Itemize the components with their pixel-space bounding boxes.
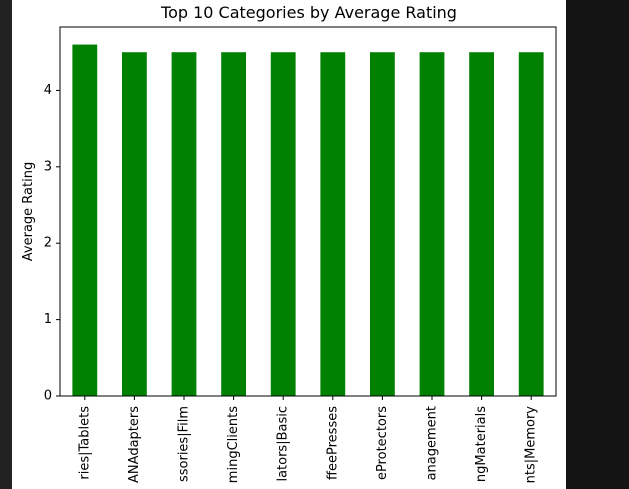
plot-frame [59, 26, 557, 397]
bar-8 [419, 52, 445, 397]
x-axis: ries|Tablets ANAdapters ssories|Film mingCl… [77, 396, 539, 484]
x-tick-label-2: ANAdapters [127, 406, 142, 483]
bar-1 [72, 44, 98, 396]
chart-title: Top 10 Categories by Average Rating [160, 3, 457, 22]
bar-chart: Top 10 Categories by Average Rating 0 1 2 3… [21, 3, 557, 484]
x-tick-label-8: anagement [425, 406, 440, 480]
x-tick-label-9: ngMaterials [474, 406, 489, 482]
bar-5 [270, 52, 296, 397]
bar-6 [320, 52, 346, 397]
x-tick-label-10: nts|Memory [524, 406, 539, 484]
x-tick-label-5: lators|Basic [276, 406, 291, 482]
bar-3 [171, 52, 197, 397]
x-tick-label-6: ffeePresses [325, 406, 340, 480]
y-axis: 0 1 2 3 4 [44, 83, 60, 404]
chart-figure: Top 10 Categories by Average Rating 0 1 2 3… [12, 0, 566, 489]
bar-9 [469, 52, 494, 397]
y-axis-label: Average Rating [21, 162, 36, 261]
y-tick-label-3: 3 [44, 159, 52, 174]
bar-4 [221, 52, 246, 397]
y-tick-label-0: 0 [44, 389, 52, 404]
x-tick-label-4: mingClients [226, 406, 241, 483]
bar-7 [370, 52, 395, 397]
y-tick-label-2: 2 [44, 236, 52, 251]
x-tick-label-3: ssories|Film [177, 406, 192, 482]
x-tick-label-7: eProtectors [375, 406, 390, 480]
bar-10 [518, 52, 544, 397]
y-tick-label-1: 1 [44, 312, 52, 327]
right-window-edge [566, 0, 629, 489]
left-window-edge [0, 0, 12, 489]
bar-2 [122, 52, 147, 397]
x-tick-label-1: ries|Tablets [77, 406, 92, 480]
bars-group [72, 44, 544, 397]
y-tick-label-4: 4 [44, 83, 52, 98]
